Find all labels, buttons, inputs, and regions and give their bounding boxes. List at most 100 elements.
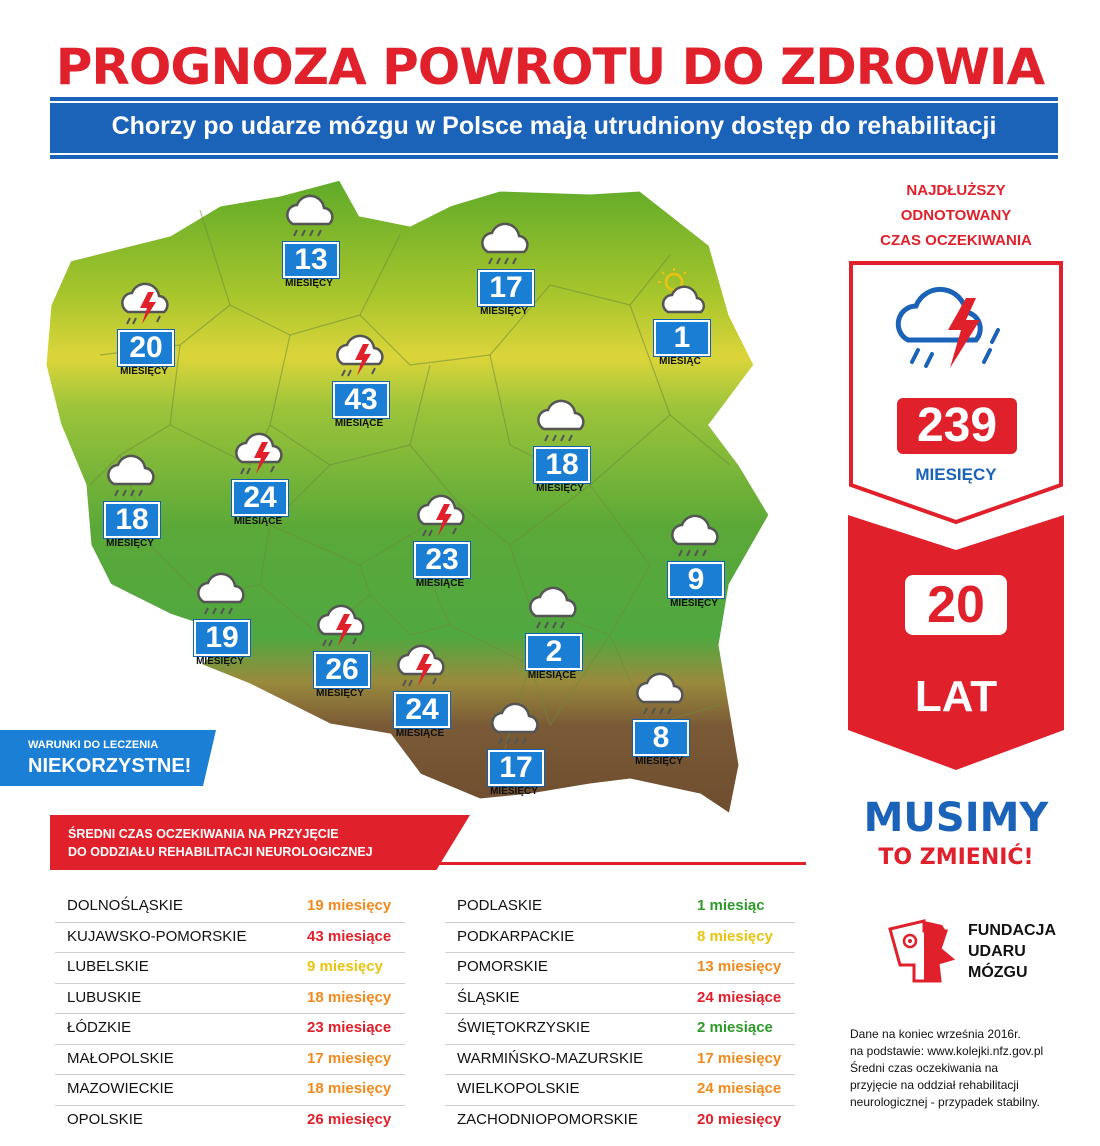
wait-time: 24 miesiące: [697, 1080, 782, 1097]
marker-value: 43: [333, 382, 389, 418]
region-name: ŚLĄSKIE: [457, 988, 520, 1006]
table-row: KUJAWSKO-POMORSKIE 43 miesiące: [55, 923, 405, 953]
storm-cloud-icon: [336, 334, 384, 377]
wait-time: 43 miesiące: [307, 927, 392, 945]
region-name: MAZOWIECKIE: [67, 1080, 174, 1097]
marker-unit: MIESIĘCY: [480, 306, 528, 317]
marker-value: 9: [668, 562, 724, 598]
marker-unit: MIESIĘCY: [536, 483, 584, 494]
wait-time: 24 miesiące: [697, 988, 782, 1006]
table-row: POMORSKIE 13 miesięcy: [445, 953, 795, 984]
wait-time: 17 miesięcy: [697, 1049, 782, 1067]
heading-line: CZAS OCZEKIWANIA: [880, 232, 1032, 249]
table-row: LUBELSKIE 9 miesięcy: [55, 953, 405, 984]
rain-cloud-icon: [537, 399, 585, 442]
storm-cloud-icon: [235, 432, 283, 475]
marker-value: 13: [283, 242, 339, 278]
subtitle: Chorzy po udarze mózgu w Polsce mają utr…: [111, 112, 997, 140]
table-left-column: DOLNOŚLĄSKIE 19 miesięcy KUJAWSKO-POMORSKI…: [55, 892, 405, 1135]
wait-time: 2 miesiące: [697, 1019, 773, 1036]
table-row: PODLASKIE 1 miesiąc: [445, 892, 795, 923]
wait-time: 18 miesięcy: [307, 1080, 392, 1097]
source-notes: Dane na koniec września 2016r. na podsta…: [850, 1026, 1090, 1111]
region-name: POMORSKIE: [457, 958, 548, 975]
longest-wait-heading: NAJDŁUŻSZY ODNOTOWANY CZAS OCZEKIWANIA: [848, 178, 1064, 253]
wait-time: 1 miesiąc: [697, 897, 765, 914]
region-name: LUBUSKIE: [67, 988, 142, 1006]
marker-unit: MIESIĘCY: [316, 688, 364, 699]
logo-line: FUNDACJA: [968, 922, 1056, 939]
heading-line: NAJDŁUŻSZY: [906, 182, 1006, 199]
logo-line: UDARU: [968, 943, 1026, 960]
wait-time: 8 miesięcy: [697, 927, 773, 945]
table-heading-line: ŚREDNI CZAS OCZEKIWANIA NA PRZYJĘCIE: [68, 827, 339, 841]
marker-unit: MIESIĄCE: [527, 670, 577, 681]
rain-cloud-icon: [197, 572, 245, 615]
marker-unit: MIESIĄCE: [415, 578, 465, 589]
foundation-logo-text: FUNDACJA UDARU MÓZGU: [968, 920, 1056, 983]
wait-time: 23 miesiące: [307, 1019, 392, 1036]
storm-cloud-icon: [121, 282, 169, 325]
marker-unit: MIESIĘCY: [285, 278, 333, 289]
table-row: PODKARPACKIE 8 miesięcy: [445, 923, 795, 953]
heading-line: ODNOTOWANY: [900, 207, 1012, 224]
region-name: ŁÓDZKIE: [67, 1019, 132, 1036]
cta-line2: TO ZMIENIĆ!: [878, 845, 1034, 870]
region-name: ŚWIĘTOKRZYSKIE: [457, 1019, 591, 1036]
rain-cloud-icon: [107, 454, 155, 497]
table-header: ŚREDNI CZAS OCZEKIWANIA NA PRZYJĘCIE DO …: [50, 815, 470, 870]
region-name: OPOLSKIE: [67, 1110, 143, 1128]
marker-unit: MIESIĘCY: [106, 538, 154, 549]
cta-line1: MUSIMY: [863, 795, 1049, 841]
rain-cloud-icon: [481, 222, 529, 265]
rain-cloud-icon: [491, 702, 539, 745]
table-row: MAŁOPOLSKIE 17 miesięcy: [55, 1045, 405, 1075]
marker-value: 8: [633, 720, 689, 756]
region-name: MAŁOPOLSKIE: [67, 1049, 174, 1067]
table-row: OPOLSKIE 26 miesięcy: [55, 1106, 405, 1136]
wait-time: 26 miesięcy: [307, 1110, 392, 1128]
marker-value: 26: [314, 652, 370, 688]
storm-cloud-icon: [317, 604, 365, 647]
storm-cloud-icon: [417, 494, 465, 537]
marker-value: 24: [232, 480, 288, 516]
wait-time: 13 miesięcy: [697, 958, 782, 975]
wait-time: 9 miesięcy: [307, 958, 383, 975]
rain-cloud-icon: [286, 194, 334, 237]
note-line: przyjęcie na oddział rehabilitacji: [850, 1078, 1019, 1092]
big-storm-icon: [895, 286, 1000, 368]
wait-time: 19 miesięcy: [307, 897, 392, 914]
marker-unit: MIESIĄCE: [334, 418, 384, 429]
marker-unit: MIESIĘCY: [670, 598, 718, 609]
marker-value: 19: [194, 620, 250, 656]
longest-wait-unit: MIESIĘCY: [915, 465, 997, 484]
foundation-logo-icon: [888, 919, 956, 983]
marker-value: 24: [394, 692, 450, 728]
marker-value: 18: [104, 502, 160, 538]
marker-unit: MIESIĘCY: [120, 366, 168, 377]
marker-unit: MIESIĘCY: [196, 656, 244, 667]
note-line: neurologicznej - przypadek stabilny.: [850, 1095, 1040, 1109]
region-name: WIELKOPOLSKIE: [457, 1080, 580, 1097]
sun-cloud-icon: [658, 268, 706, 314]
region-name: LUBELSKIE: [67, 958, 149, 975]
marker-value: 1: [654, 320, 710, 356]
marker-value: 20: [118, 330, 174, 366]
table-row: WARMIŃSKO-MAZURSKIE 17 miesięcy: [445, 1045, 795, 1075]
wait-time: 18 miesięcy: [307, 988, 392, 1006]
storm-cloud-icon: [397, 644, 445, 687]
table-right-column: PODLASKIE 1 miesiąc PODKARPACKIE 8 miesięcy…: [445, 892, 795, 1135]
region-name: ZACHODNIOPOMORSKIE: [457, 1110, 638, 1128]
marker-value: 17: [478, 270, 534, 306]
table-heading-line: DO ODDZIAŁU REHABILITACJI NEUROLOGICZNEJ: [68, 845, 373, 859]
poland-outline: [43, 177, 770, 818]
table-row: ŁÓDZKIE 23 miesiące: [55, 1014, 405, 1045]
longest-wait-shield: [848, 261, 1064, 770]
page-title: PROGNOZA POWROTU DO ZDROWIA: [55, 38, 1045, 96]
region-name: PODLASKIE: [457, 897, 543, 914]
years-value: 20: [905, 575, 1007, 635]
marker-unit: MIESIĄCE: [233, 516, 283, 527]
marker-unit: MIESIĘCY: [635, 756, 683, 767]
note-line: Dane na koniec września 2016r.: [850, 1027, 1021, 1041]
wait-time: 17 miesięcy: [307, 1049, 392, 1067]
